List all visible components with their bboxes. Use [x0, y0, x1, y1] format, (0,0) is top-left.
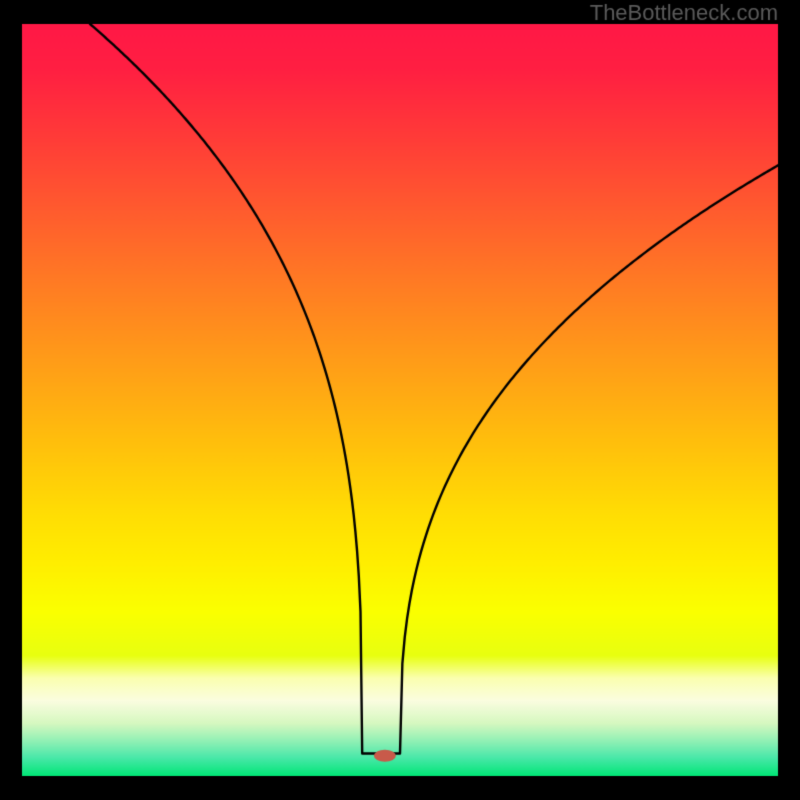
bottleneck-chart	[0, 0, 800, 800]
